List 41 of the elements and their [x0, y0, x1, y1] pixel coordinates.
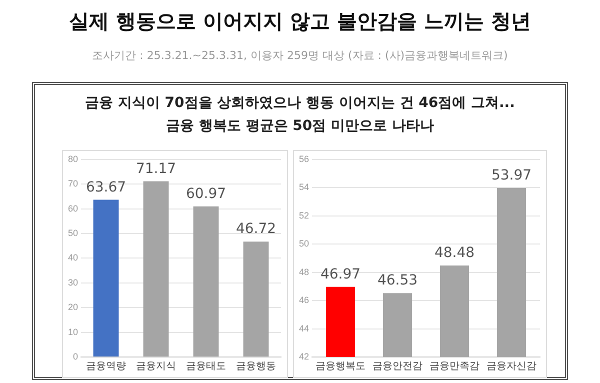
y-tick-label: 80: [68, 154, 78, 164]
y-tick-label: 50: [68, 228, 78, 238]
y-tick-label: 0: [72, 351, 78, 362]
y-tick-label: 20: [68, 302, 78, 312]
bar: [243, 242, 269, 356]
data-label: 71.17: [136, 160, 176, 177]
y-tick-label: 48: [298, 266, 310, 277]
y-tick-label: 70: [68, 178, 78, 189]
data-label: 46.53: [377, 272, 418, 289]
y-tick-label: 50: [298, 238, 310, 249]
bar: [93, 200, 119, 356]
x-tick-label: 금융안전감: [372, 360, 423, 372]
chart-subtitle: 조사기간 : 25.3.21.~25.3.31, 이용자 259명 대상 (자료 : (사)금융과행복네트워크): [91, 48, 509, 63]
y-tick-label: 60: [68, 203, 78, 214]
text: 금융 행복도 평균은 50점 미만으로 나타나: [165, 117, 435, 136]
data-label: 46.97: [320, 266, 361, 282]
y-tick-label: 52: [298, 210, 310, 220]
bar: [143, 181, 169, 356]
text: 금융 지식이 70점을 상회하였으나 행동 이어지는 건 46점에 그쳐...: [84, 94, 516, 113]
y-tick-label: 54: [298, 182, 310, 192]
x-tick-label: 금융행동: [236, 360, 276, 372]
data-label: 63.67: [86, 179, 126, 196]
y-tick-label: 56: [298, 154, 310, 164]
x-tick-label: 금융만족감: [430, 360, 480, 372]
y-tick-label: 10: [68, 326, 78, 337]
y-tick-label: 42: [298, 351, 310, 362]
x-tick-label: 금융역량: [86, 360, 126, 372]
data-label: 53.97: [491, 168, 532, 184]
data-label: 48.48: [434, 245, 475, 262]
data-label: 46.72: [236, 221, 276, 238]
y-tick-label: 40: [68, 252, 78, 263]
y-tick-label: 44: [298, 323, 310, 334]
y-tick-label: 30: [68, 277, 78, 288]
x-tick-label: 금융행복도: [316, 360, 366, 372]
data-label: 60.97: [186, 186, 226, 202]
bar: [193, 206, 219, 356]
x-tick-label: 금융지식: [136, 360, 176, 372]
x-tick-label: 금융자신감: [486, 360, 536, 372]
x-tick-label: 금융태도: [186, 360, 226, 372]
y-tick-label: 46: [298, 295, 310, 306]
chart-title: 실제 행동으로 이어지지 않고 불안감을 느끼는 청년: [68, 8, 532, 35]
